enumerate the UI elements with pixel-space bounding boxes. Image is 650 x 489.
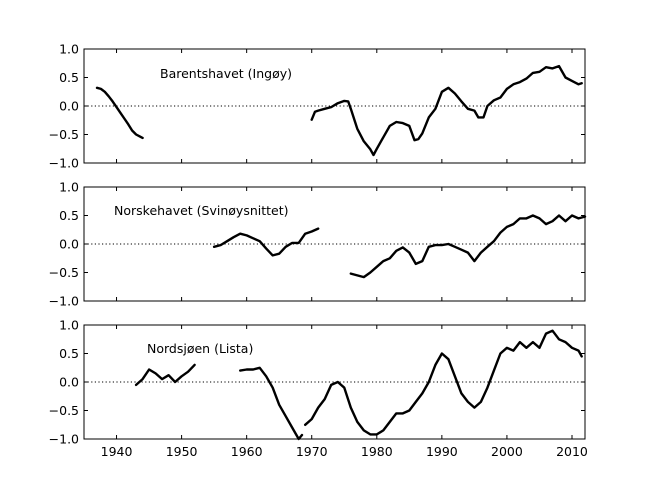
barentshavet-panel-label: Barentshavet (Ingøy) bbox=[160, 66, 292, 81]
nordsjoen-series-segment-2 bbox=[239, 366, 304, 441]
y-tick-label: 1.0 bbox=[59, 42, 79, 57]
norskehavet-series-segment-1 bbox=[212, 227, 320, 257]
x-tick-label: 1970 bbox=[296, 444, 328, 459]
norskehavet-panel-label: Norskehavet (Svinøysnittet) bbox=[114, 203, 289, 218]
x-tick-label: 1960 bbox=[231, 444, 263, 459]
y-tick-label: 0.5 bbox=[59, 346, 79, 361]
x-tick-label: 2000 bbox=[491, 444, 523, 459]
x-tick-label: 1950 bbox=[166, 444, 198, 459]
y-tick-label: −0.5 bbox=[49, 403, 79, 418]
nordsjoen-panel-label: Nordsjøen (Lista) bbox=[147, 341, 253, 356]
nordsjoen-panel: 1.0 0.5 0.0 −0.5 −1.0 1940 1950 1960 1970 1980 199… bbox=[49, 318, 588, 460]
y-tick-label: 0.5 bbox=[59, 208, 79, 223]
x-tick-label: 1990 bbox=[426, 444, 458, 459]
y-tick-label: −0.5 bbox=[49, 127, 79, 142]
barentshavet-panel: 1.0 0.5 0.0 −0.5 −1.0 Barentshavet (Ingøy) bbox=[49, 42, 586, 171]
barentshavet-series-segment-1 bbox=[95, 86, 144, 140]
norskehavet-panel: 1.0 0.5 0.0 −0.5 −1.0 Norskehavet (Svinøysnit… bbox=[49, 180, 587, 309]
y-tick-label: 0.5 bbox=[59, 70, 79, 85]
y-tick-label: 0.0 bbox=[59, 375, 79, 390]
nordsjoen-series-segment-3 bbox=[304, 329, 583, 436]
nordsjoen-series-segment-1 bbox=[134, 363, 196, 387]
y-tick-label: −0.5 bbox=[49, 265, 79, 280]
barentshavet-series-segment-2 bbox=[310, 64, 583, 157]
y-tick-label: −1.0 bbox=[49, 432, 79, 447]
norskehavet-series-segment-2 bbox=[349, 214, 587, 279]
y-tick-label: 0.0 bbox=[59, 99, 79, 114]
y-tick-label: −1.0 bbox=[49, 294, 79, 309]
x-tick-label: 1980 bbox=[361, 444, 393, 459]
y-tick-label: 0.0 bbox=[59, 237, 79, 252]
y-tick-label: 1.0 bbox=[59, 318, 79, 333]
y-tick-label: −1.0 bbox=[49, 156, 79, 171]
x-tick-label: 2010 bbox=[556, 444, 588, 459]
y-tick-label: 1.0 bbox=[59, 180, 79, 195]
x-tick-label: 1940 bbox=[101, 444, 133, 459]
